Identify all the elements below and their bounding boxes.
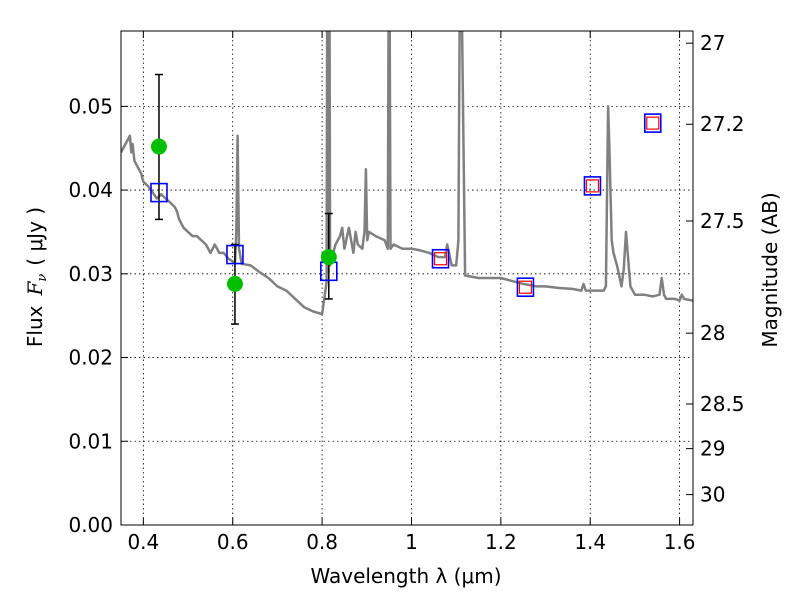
y2-tick-label: 27.2 — [700, 112, 745, 136]
y2-tick-label: 27.5 — [700, 209, 745, 233]
y-tick-label: 0.02 — [68, 346, 113, 370]
x-tick-label: 0.4 — [127, 530, 159, 554]
model-flux-inner-square — [433, 252, 448, 266]
y-tick-label: 0.01 — [68, 429, 113, 453]
model-flux-square — [226, 244, 244, 265]
y-axis-label-unit: ( μJy ) — [23, 207, 47, 266]
y-tick-label: 0.05 — [68, 94, 113, 118]
x-tick-label: 0.6 — [217, 530, 249, 554]
plot-area — [121, 31, 693, 525]
y-tick-label: 0.00 — [68, 513, 113, 537]
model-flux-inner-square — [646, 116, 660, 130]
observed-flux-point — [150, 138, 167, 155]
model-flux-inner-square — [585, 179, 600, 193]
plot-content — [121, 31, 693, 325]
y2-tick-label: 29 — [700, 437, 725, 461]
y2-tick-label: 28 — [700, 321, 725, 345]
model-flux-square — [516, 277, 535, 298]
observed-flux-point — [226, 275, 243, 292]
y-tick-label: 0.04 — [68, 178, 113, 202]
model-flux-inner-square — [518, 280, 533, 294]
model-flux-square — [431, 248, 450, 269]
axes: 0.4 0.6 0.8 1 1.2 1.4 1.6 0.00 0.01 0.02 0.03 0.04 0… — [68, 30, 745, 554]
x-tick-label: 1.4 — [574, 530, 606, 554]
x-tick-label: 1 — [405, 530, 418, 554]
x-tick-label: 0.8 — [306, 530, 338, 554]
y-axis-label-subscript: ν — [35, 274, 50, 282]
x-axis-label: Wavelength λ (μm) — [310, 564, 501, 588]
observed-flux-point — [320, 249, 337, 266]
model-sed-line — [121, 31, 693, 316]
y-axis-label: Flux Fν ( μJy ) — [23, 207, 50, 347]
model-flux-square — [150, 182, 168, 203]
x-tick-label: 1.2 — [485, 530, 517, 554]
y-tick-label: 0.03 — [68, 262, 113, 286]
model-flux-square — [643, 113, 662, 133]
model-flux-square — [583, 176, 602, 196]
y-axis-label-prefix: Flux — [23, 305, 47, 347]
y-axis-label-variable: F — [23, 281, 47, 297]
y2-tick-label: 30 — [700, 483, 725, 507]
y2-tick-label: 27 — [700, 31, 725, 55]
y2-axis-label: Magnitude (AB) — [758, 192, 782, 347]
x-tick-label: 1.6 — [664, 530, 696, 554]
plot-frame — [120, 30, 694, 526]
y2-tick-label: 28.5 — [700, 392, 745, 416]
